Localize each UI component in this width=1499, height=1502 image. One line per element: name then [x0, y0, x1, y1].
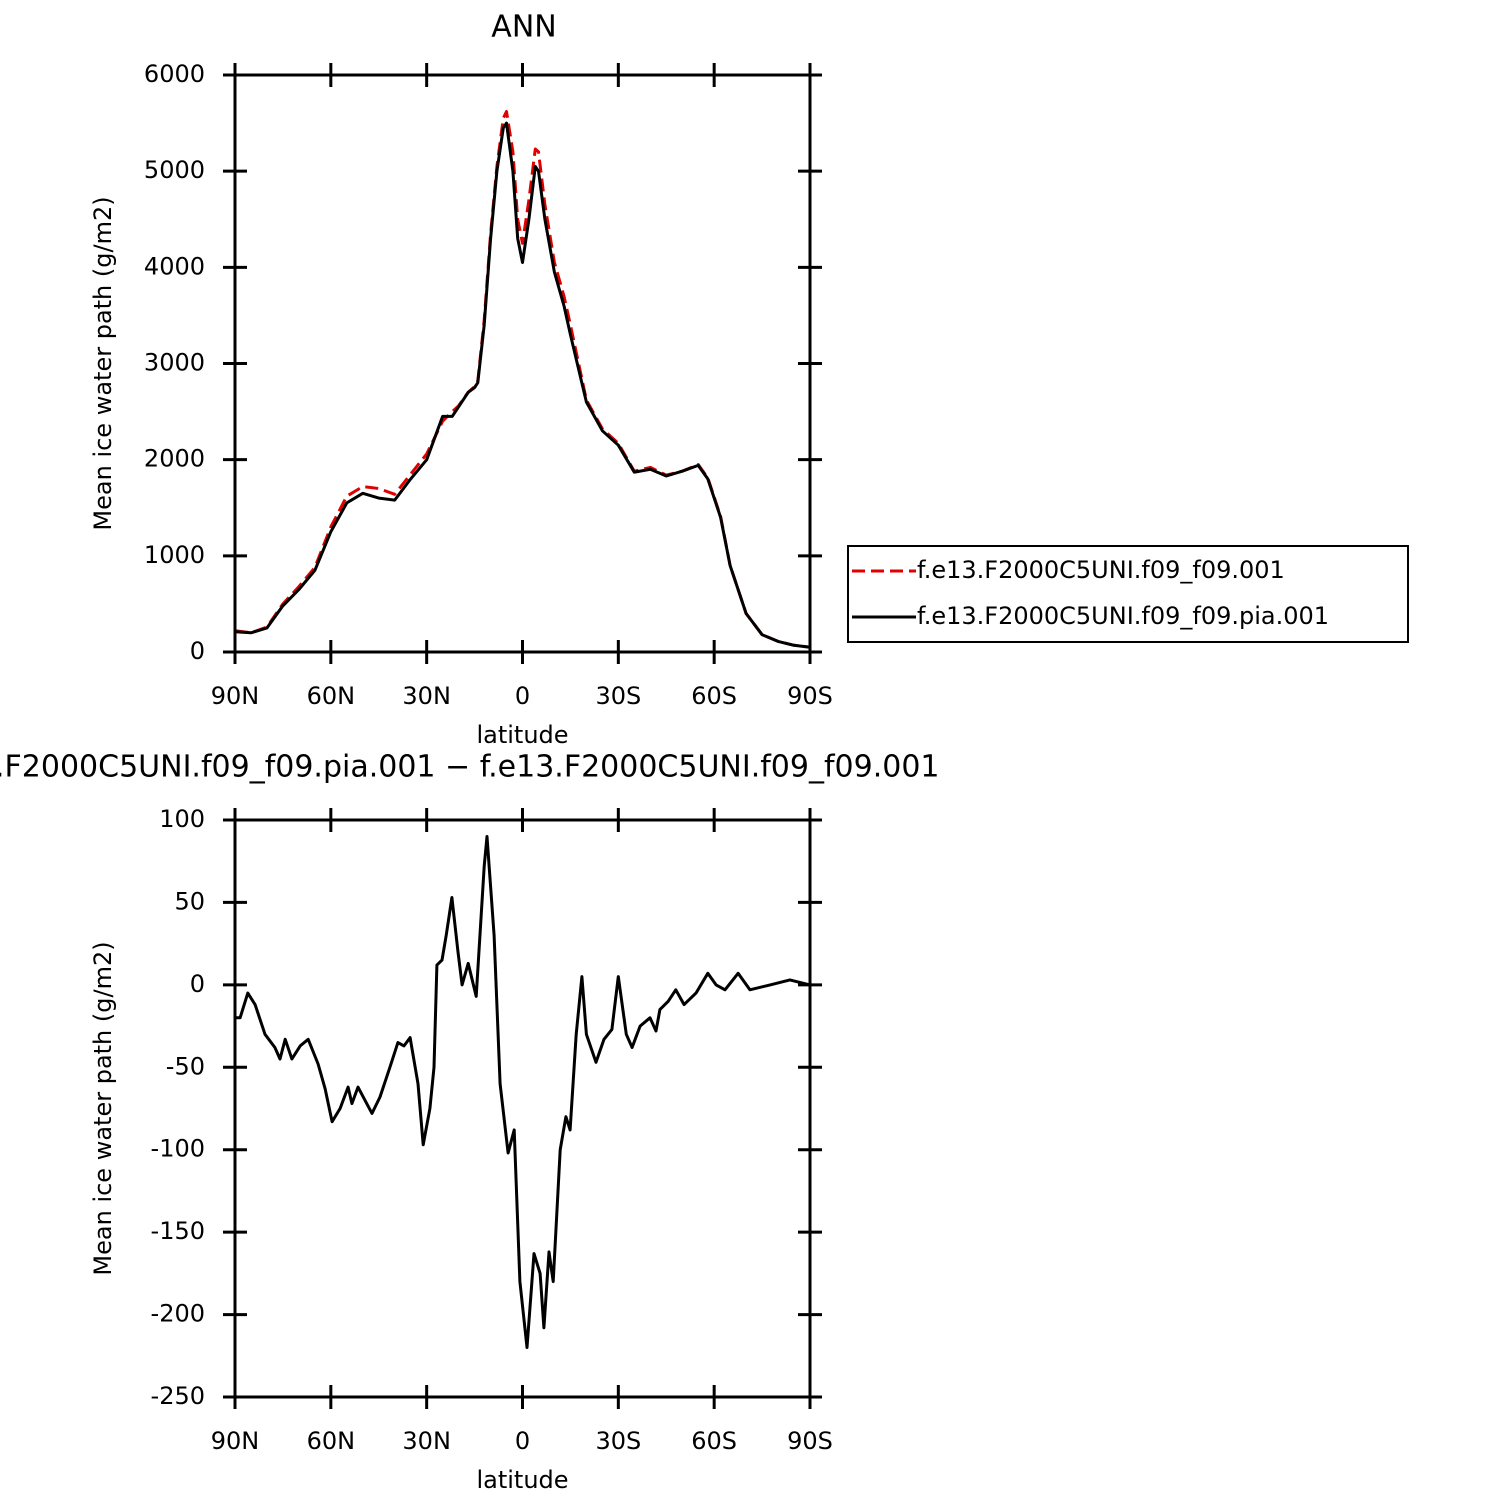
y-tick-label: 50: [174, 887, 205, 915]
y-tick-label: -250: [151, 1382, 205, 1410]
y-tick-label: 0: [190, 637, 205, 665]
y-tick-label: -50: [166, 1052, 205, 1080]
y-tick-label: -100: [151, 1135, 205, 1163]
y-tick-label: 0: [190, 970, 205, 998]
x-tick-label: 90N: [211, 682, 260, 710]
series-line: [234, 121, 811, 649]
x-tick-label: 30N: [402, 682, 451, 710]
x-tick-label: 60N: [307, 1427, 356, 1455]
x-tick-label: 0: [515, 682, 530, 710]
y-axis-label: Mean ice water path (g/m2): [89, 941, 117, 1275]
y-tick-label: 6000: [144, 60, 205, 88]
y-tick-label: 4000: [144, 252, 205, 280]
series-line: [235, 835, 811, 1349]
x-tick-label: 90S: [787, 682, 833, 710]
x-tick-label: 90S: [787, 1427, 833, 1455]
x-tick-label: 30N: [402, 1427, 451, 1455]
y-tick-label: 3000: [144, 349, 205, 377]
y-tick-label: -150: [151, 1217, 205, 1245]
y-tick-label: 1000: [144, 541, 205, 569]
y-tick-label: 2000: [144, 445, 205, 473]
x-tick-label: 30S: [595, 1427, 641, 1455]
chart-title: ANN: [491, 10, 556, 45]
x-axis-label: latitude: [476, 1466, 568, 1494]
y-tick-label: -200: [151, 1300, 205, 1328]
x-tick-label: 30S: [595, 682, 641, 710]
legend-label: f.e13.F2000C5UNI.f09_f09.001: [917, 556, 1285, 584]
x-tick-label: 0: [515, 1427, 530, 1455]
x-tick-label: 90N: [211, 1427, 260, 1455]
x-tick-label: 60S: [691, 682, 737, 710]
y-tick-label: 5000: [144, 156, 205, 184]
plot-frame: [233, 73, 812, 654]
y-axis-label: Mean ice water path (g/m2): [89, 196, 117, 530]
chart-title: .F2000C5UNI.f09_f09.pia.001 − f.e13.F200…: [0, 750, 940, 785]
plot-frame: [233, 818, 812, 1399]
legend-label: f.e13.F2000C5UNI.f09_f09.pia.001: [917, 602, 1329, 630]
legend-box: [847, 545, 1409, 643]
x-tick-label: 60S: [691, 1427, 737, 1455]
x-axis-label: latitude: [476, 721, 568, 749]
y-tick-label: 100: [159, 805, 205, 833]
x-tick-label: 60N: [307, 682, 356, 710]
series-line: [234, 110, 811, 649]
